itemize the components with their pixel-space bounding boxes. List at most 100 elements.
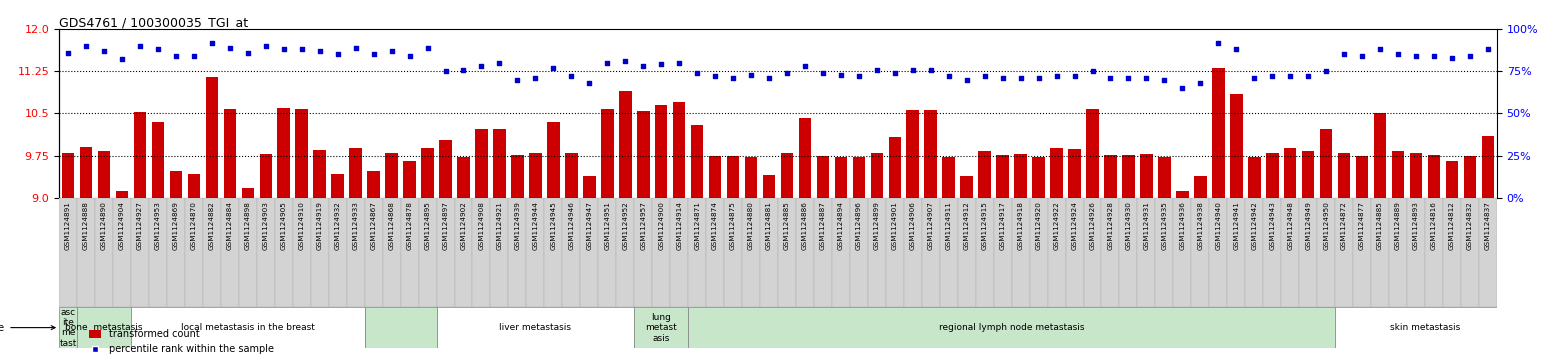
Text: GSM1124940: GSM1124940 — [1215, 201, 1221, 250]
Bar — [960, 176, 972, 198]
Bar — [347, 198, 364, 307]
Point — [685, 70, 710, 76]
Text: GSM1124889: GSM1124889 — [1396, 201, 1400, 250]
Text: GSM1124950: GSM1124950 — [1323, 201, 1329, 250]
Bar — [619, 91, 632, 198]
Bar — [636, 111, 649, 198]
Bar — [131, 198, 149, 307]
Point — [775, 70, 800, 76]
Bar — [1302, 151, 1315, 198]
Bar — [724, 198, 742, 307]
Bar — [151, 122, 165, 198]
Point — [1332, 52, 1357, 57]
Point — [1063, 73, 1088, 79]
Bar — [1245, 198, 1263, 307]
Text: GSM1124888: GSM1124888 — [82, 201, 89, 250]
Bar — [781, 153, 794, 198]
Text: GSM1124924: GSM1124924 — [1072, 201, 1078, 250]
Point — [882, 70, 907, 76]
Bar — [224, 109, 237, 198]
Bar — [1461, 198, 1478, 307]
Bar — [185, 198, 202, 307]
Point — [666, 60, 691, 66]
Bar — [888, 137, 901, 198]
Bar — [691, 125, 703, 198]
Bar — [1192, 198, 1209, 307]
Text: GSM1124907: GSM1124907 — [927, 201, 934, 250]
Text: GSM1124917: GSM1124917 — [999, 201, 1005, 250]
Bar — [1083, 198, 1102, 307]
Bar — [921, 198, 940, 307]
Bar — [115, 191, 128, 198]
Text: GSM1124812: GSM1124812 — [1449, 201, 1455, 250]
Point — [1385, 52, 1410, 57]
Bar — [727, 156, 739, 198]
Bar — [205, 77, 218, 198]
Point — [415, 45, 440, 50]
Bar — [1319, 129, 1332, 198]
Point — [1296, 73, 1321, 79]
Bar — [1086, 109, 1099, 198]
Bar — [350, 148, 363, 198]
Text: GSM1124878: GSM1124878 — [406, 201, 412, 250]
Text: GSM1124898: GSM1124898 — [244, 201, 251, 250]
Point — [325, 52, 350, 57]
Bar — [1442, 198, 1461, 307]
Bar — [798, 118, 811, 198]
Bar — [457, 157, 470, 198]
Bar — [490, 198, 509, 307]
Bar — [924, 110, 937, 198]
Bar — [1263, 198, 1281, 307]
Point — [901, 67, 926, 73]
Point — [918, 67, 943, 73]
Point — [1044, 73, 1069, 79]
Point — [559, 73, 584, 79]
Point — [739, 72, 764, 78]
Text: GSM1124832: GSM1124832 — [1467, 201, 1474, 250]
Text: GSM1124910: GSM1124910 — [299, 201, 305, 250]
Bar — [1464, 156, 1477, 198]
Bar — [437, 198, 454, 307]
Bar — [202, 198, 221, 307]
Bar — [403, 161, 415, 198]
Bar — [78, 198, 95, 307]
Point — [1475, 46, 1500, 52]
Bar — [1338, 153, 1351, 198]
Bar — [422, 148, 434, 198]
Bar — [1212, 69, 1225, 198]
Text: GSM1124905: GSM1124905 — [280, 201, 286, 250]
Bar — [364, 198, 383, 307]
Text: GSM1124918: GSM1124918 — [1018, 201, 1024, 250]
Point — [523, 75, 548, 81]
Point — [720, 75, 745, 81]
Bar — [672, 102, 686, 198]
Bar — [475, 129, 487, 198]
Point — [218, 45, 243, 50]
Text: GSM1124944: GSM1124944 — [532, 201, 538, 250]
Point — [361, 52, 386, 57]
Bar — [850, 198, 868, 307]
Text: GSM1124943: GSM1124943 — [1270, 201, 1276, 250]
Text: GSM1124946: GSM1124946 — [568, 201, 574, 250]
Bar — [59, 307, 78, 348]
Bar — [188, 174, 201, 198]
Text: GSM1124903: GSM1124903 — [263, 201, 269, 250]
Point — [163, 53, 188, 59]
Bar — [439, 140, 451, 198]
Bar — [710, 156, 722, 198]
Text: GSM1124911: GSM1124911 — [946, 201, 952, 250]
Point — [1008, 75, 1033, 81]
Text: GSM1124887: GSM1124887 — [820, 201, 826, 250]
Bar — [134, 112, 146, 198]
Bar — [1446, 161, 1458, 198]
Point — [577, 80, 602, 86]
Bar — [853, 157, 865, 198]
Bar — [364, 307, 437, 348]
Point — [1170, 85, 1195, 91]
Bar — [601, 109, 613, 198]
Text: liver metastasis: liver metastasis — [499, 323, 571, 332]
Text: GSM1124920: GSM1124920 — [1036, 201, 1041, 250]
Text: GSM1124926: GSM1124926 — [1089, 201, 1095, 250]
Bar — [419, 198, 437, 307]
Bar — [940, 198, 957, 307]
